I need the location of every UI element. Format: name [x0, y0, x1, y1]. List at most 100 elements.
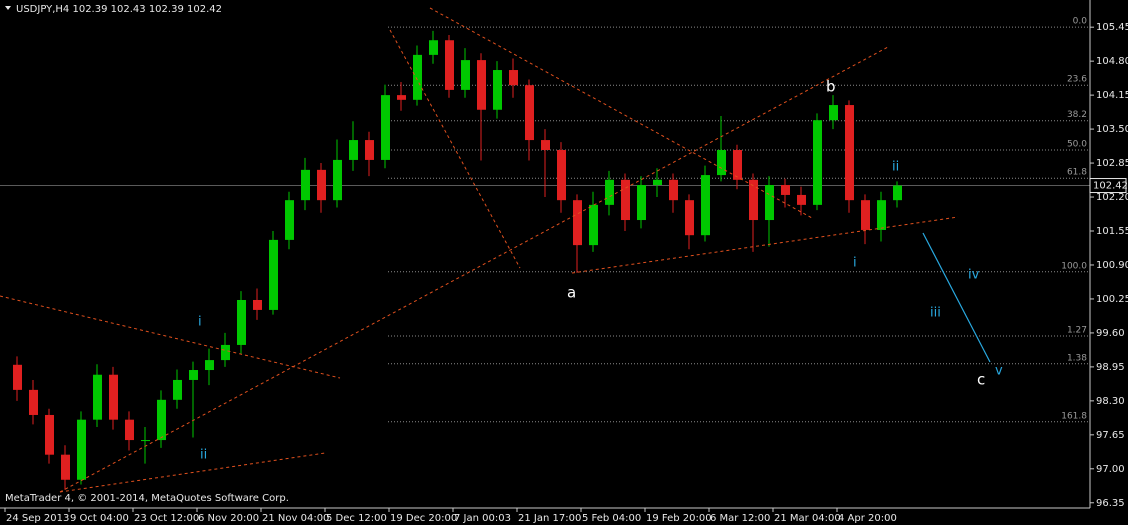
x-tick-label: 5 Feb 04:00 — [582, 513, 641, 524]
candle-body — [253, 299, 262, 310]
candle-body — [493, 70, 502, 110]
candle-body — [237, 299, 246, 345]
y-tick-label: 102.20 — [1096, 192, 1128, 203]
y-tick-label: 96.35 — [1096, 498, 1125, 509]
x-tick-label: 21 Nov 04:00 — [262, 513, 329, 524]
plot-layer: 0.0 23.6 38.2 50.0 61.8 100.0 1.27 1.38 161.8 — [0, 17, 1090, 490]
y-tick-label: 98.30 — [1096, 396, 1125, 407]
candle-body — [829, 105, 838, 121]
candle-body — [701, 175, 710, 236]
y-tick-label: 103.50 — [1096, 124, 1128, 135]
candle-body — [845, 105, 854, 201]
wave-label: a — [567, 284, 576, 302]
candle-body — [173, 379, 182, 400]
candle-body — [765, 185, 774, 221]
wave-label: b — [826, 78, 836, 96]
candle-body — [573, 200, 582, 246]
wave-label: v — [995, 364, 1003, 379]
candle-body — [877, 200, 886, 230]
fib-label: 50.0 — [1067, 139, 1087, 149]
candle-body — [637, 185, 646, 221]
fib-label: 1.27 — [1067, 326, 1087, 336]
trend-line — [0, 295, 341, 379]
y-tick-label: 97.65 — [1096, 430, 1125, 441]
y-tick-label: 104.80 — [1096, 56, 1128, 67]
wave-label: i — [853, 256, 857, 271]
candle-body — [445, 40, 454, 90]
wave-label: iv — [968, 268, 980, 283]
x-tick-label: 19 Feb 20:00 — [646, 513, 712, 524]
wave-label: ii — [892, 160, 899, 175]
y-tick-label: 100.25 — [1096, 294, 1128, 305]
candle-body — [797, 194, 806, 205]
fib-label: 161.8 — [1061, 411, 1087, 421]
trend-line — [59, 452, 326, 493]
wave-label: i — [198, 315, 202, 330]
candle-body — [301, 169, 310, 201]
candle-body — [749, 179, 758, 221]
candle-body — [477, 60, 486, 110]
y-tick-label: 105.45 — [1096, 22, 1128, 33]
chart-title: USDJPY,H4 102.39 102.43 102.39 102.42 — [16, 4, 222, 15]
x-tick-label: 21 Jan 17:00 — [518, 513, 581, 524]
y-tick-label: 101.55 — [1096, 226, 1128, 237]
candle-body — [893, 185, 902, 201]
y-tick-label: 100.90 — [1096, 260, 1128, 271]
candle-body — [621, 179, 630, 221]
x-tick-label: 6 Nov 20:00 — [198, 513, 259, 524]
candle-body — [333, 159, 342, 201]
footer: MetaTrader 4, © 2001-2014, MetaQuotes So… — [5, 493, 289, 504]
candle-body — [221, 344, 230, 361]
x-tick-label: 5 Dec 12:00 — [326, 513, 387, 524]
candle-body — [733, 149, 742, 180]
candle-body — [93, 374, 102, 420]
y-tick-label: 98.95 — [1096, 362, 1125, 373]
trend-line — [429, 7, 813, 219]
x-tick-label: 23 Oct 12:00 — [134, 513, 199, 524]
y-tick-label: 104.15 — [1096, 90, 1128, 101]
candle-body — [285, 200, 294, 240]
candle-body — [813, 120, 822, 205]
candle-body — [381, 95, 390, 160]
fib-label: 23.6 — [1067, 75, 1087, 85]
wave-label: ii — [200, 448, 207, 463]
candle-body — [653, 179, 662, 186]
trend-lines — [0, 7, 991, 493]
trend-line — [571, 216, 959, 274]
candle-body — [109, 374, 118, 420]
candle-body — [45, 414, 54, 455]
x-tick-label: 21 Mar 04:00 — [774, 513, 841, 524]
fib-label: 61.8 — [1067, 168, 1087, 178]
candle-body — [461, 60, 470, 90]
candle-body — [861, 200, 870, 230]
wave-label: c — [977, 371, 985, 389]
x-tick-label: 9 Oct 04:00 — [70, 513, 129, 524]
candle-body — [541, 140, 550, 150]
candle-body — [669, 179, 678, 201]
candle-body — [605, 179, 614, 205]
candle-body — [413, 54, 422, 100]
fib-label: 1.38 — [1067, 353, 1087, 363]
x-tick-label: 6 Mar 12:00 — [710, 513, 770, 524]
candle-body — [365, 140, 374, 160]
candle-body — [589, 204, 598, 246]
candle-body — [349, 140, 358, 160]
y-tick-label: 102.85 — [1096, 158, 1128, 169]
menu-triangle[interactable] — [5, 6, 11, 10]
candle-body — [125, 419, 134, 441]
candle-body — [13, 364, 22, 390]
last-price-label: 102.42 — [1093, 181, 1128, 192]
x-tick-label: 4 Apr 20:00 — [838, 513, 897, 524]
projection-line — [922, 232, 991, 363]
candle-body — [717, 149, 726, 176]
candle-body — [157, 399, 166, 441]
candle-body — [685, 200, 694, 236]
last-price-tag — [1089, 178, 1127, 194]
candle-body — [525, 85, 534, 141]
candle-body — [269, 239, 278, 310]
candle-body — [61, 454, 70, 480]
wave-label: iii — [930, 306, 941, 321]
y-tick-label: 99.60 — [1096, 328, 1125, 339]
